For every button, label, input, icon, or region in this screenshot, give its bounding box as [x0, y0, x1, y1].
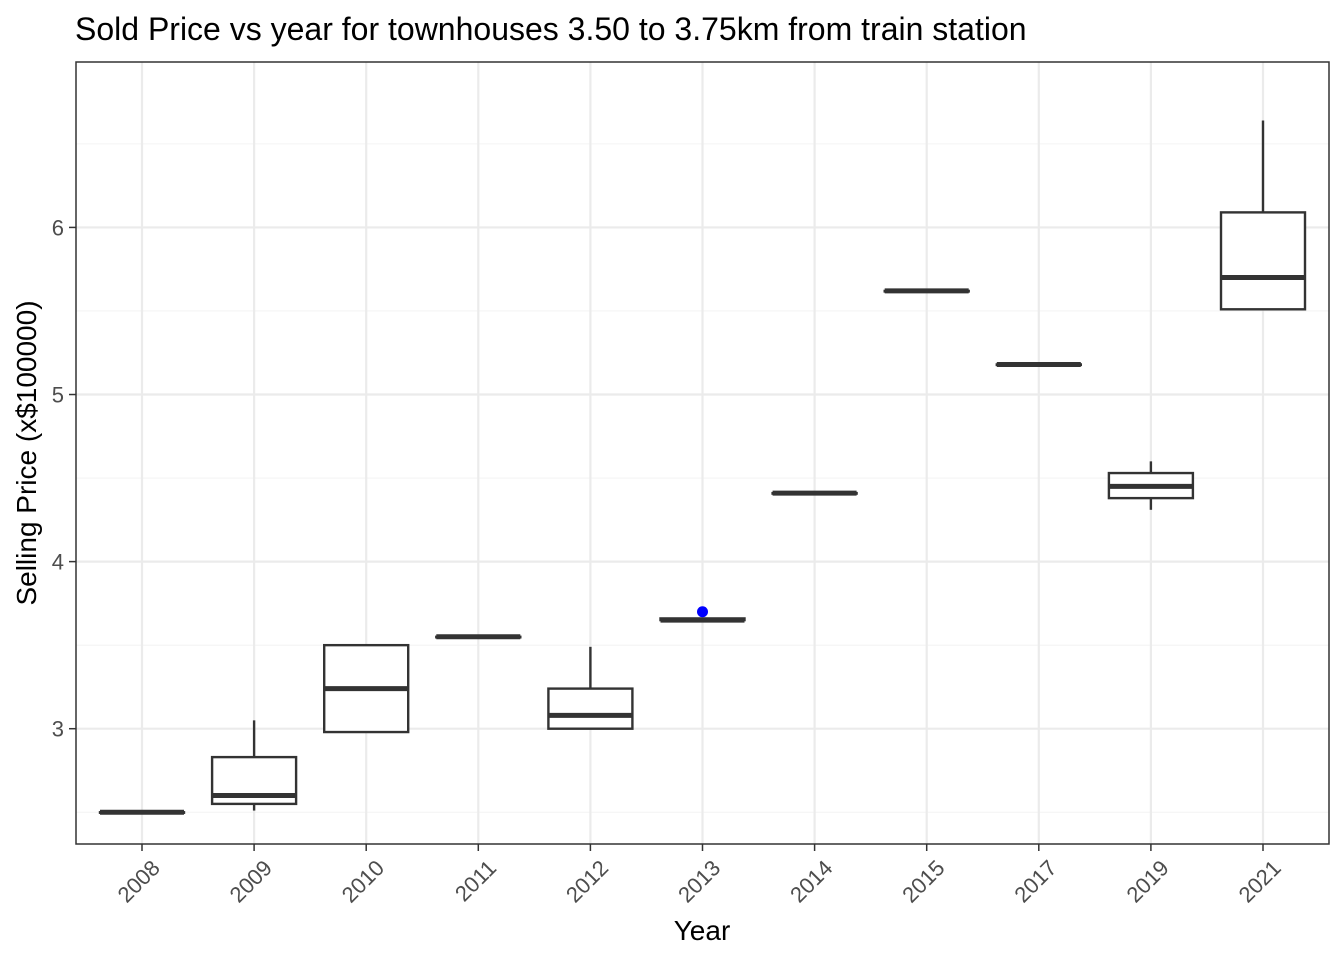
x-tick-label-2012: 2012 [561, 855, 613, 907]
y-axis: 3 4 5 6 [52, 215, 76, 742]
box-2013 [659, 617, 746, 623]
box-2019 [1107, 461, 1195, 510]
x-tick-label-2013: 2013 [673, 855, 725, 907]
x-tick-label-2019: 2019 [1121, 855, 1173, 907]
chart-title: Sold Price vs year for townhouses 3.50 t… [75, 11, 1027, 47]
x-tick-label-2011: 2011 [450, 855, 501, 906]
box-2009 [210, 720, 298, 811]
box-2010 [323, 643, 410, 734]
box-2012 [547, 646, 634, 730]
box-iqr-2012 [547, 687, 634, 730]
box-2014 [771, 490, 858, 496]
y-tick-label-3: 3 [52, 717, 64, 742]
y-axis-title: Selling Price (x$100000) [11, 300, 42, 605]
x-tick-label-2008: 2008 [113, 855, 165, 907]
x-tick-label-2009: 2009 [225, 855, 277, 907]
x-tick-label-2010: 2010 [337, 855, 389, 907]
highlight-point-2013 [697, 606, 708, 618]
x-tick-label-2015: 2015 [897, 855, 949, 907]
x-tick-label-2017: 2017 [1009, 855, 1061, 907]
box-2021 [1219, 120, 1307, 311]
y-tick-label-4: 4 [52, 550, 64, 575]
y-tick-label-6: 6 [52, 215, 64, 240]
box-2015 [883, 288, 970, 294]
x-axis-title: Year [674, 915, 731, 946]
x-tick-label-2014: 2014 [785, 855, 837, 907]
box-2011 [435, 634, 522, 640]
box-2017 [995, 361, 1082, 367]
point-layer [697, 606, 708, 618]
grid-layer [76, 62, 1329, 844]
box-iqr-2021 [1219, 211, 1307, 311]
x-axis: 2008 2009 2010 2011 2012 2013 2014 2015 2017 2019… [113, 844, 1286, 907]
x-tick-label-2021: 2021 [1234, 855, 1286, 907]
box-2008 [98, 809, 186, 815]
box-layer [98, 120, 1307, 815]
y-tick-label-5: 5 [52, 383, 64, 408]
